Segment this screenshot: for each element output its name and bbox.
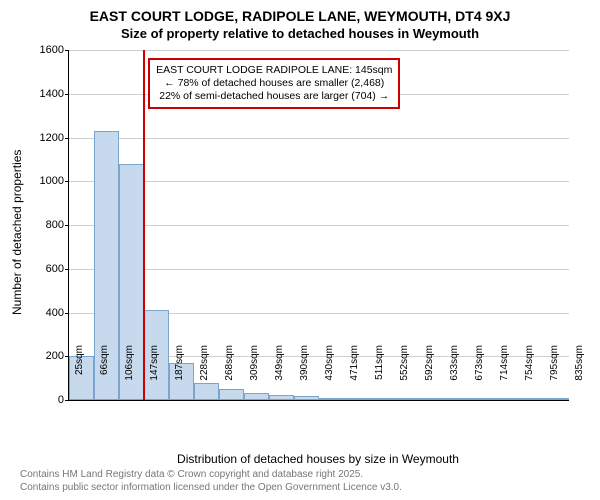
x-tick: 390sqm — [299, 345, 310, 405]
x-tick: 349sqm — [274, 345, 285, 405]
x-tick: 430sqm — [324, 345, 335, 405]
y-tick: 1400 — [14, 88, 64, 100]
x-tick: 25sqm — [74, 345, 85, 405]
x-tick: 106sqm — [124, 345, 135, 405]
x-tick: 673sqm — [474, 345, 485, 405]
x-tick: 592sqm — [424, 345, 435, 405]
annotation-line: EAST COURT LODGE RADIPOLE LANE: 145sqm — [156, 64, 392, 77]
annotation-box: EAST COURT LODGE RADIPOLE LANE: 145sqm← … — [148, 58, 400, 109]
chart-title: EAST COURT LODGE, RADIPOLE LANE, WEYMOUT… — [0, 8, 600, 24]
chart-subtitle: Size of property relative to detached ho… — [0, 26, 600, 41]
y-tick: 600 — [14, 263, 64, 275]
y-tick: 1600 — [14, 44, 64, 56]
x-tick: 835sqm — [574, 345, 585, 405]
y-tick: 1200 — [14, 132, 64, 144]
y-tick: 800 — [14, 219, 64, 231]
footer-attribution: Contains HM Land Registry data © Crown c… — [20, 469, 402, 494]
x-axis-label: Distribution of detached houses by size … — [68, 452, 568, 466]
x-tick: 511sqm — [374, 345, 385, 405]
annotation-line: 22% of semi-detached houses are larger (… — [156, 90, 392, 103]
x-tick: 471sqm — [349, 345, 360, 405]
y-tick: 200 — [14, 350, 64, 362]
x-tick: 754sqm — [524, 345, 535, 405]
x-tick: 309sqm — [249, 345, 260, 405]
y-tick: 0 — [14, 394, 64, 406]
property-size-chart: EAST COURT LODGE, RADIPOLE LANE, WEYMOUT… — [0, 0, 600, 500]
x-tick: 552sqm — [399, 345, 410, 405]
property-marker-line — [143, 50, 145, 400]
x-tick: 714sqm — [499, 345, 510, 405]
x-tick: 795sqm — [549, 345, 560, 405]
x-tick: 187sqm — [174, 345, 185, 405]
x-tick: 228sqm — [199, 345, 210, 405]
x-tick: 66sqm — [99, 345, 110, 405]
x-tick: 633sqm — [449, 345, 460, 405]
y-tick: 400 — [14, 307, 64, 319]
x-tick: 268sqm — [224, 345, 235, 405]
annotation-line: ← 78% of detached houses are smaller (2,… — [156, 77, 392, 90]
x-tick: 147sqm — [149, 345, 160, 405]
y-tick: 1000 — [14, 175, 64, 187]
